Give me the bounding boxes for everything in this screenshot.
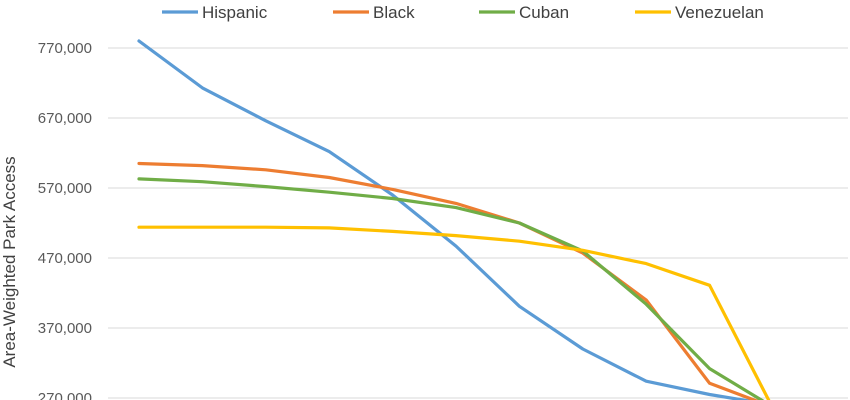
legend-label: Black bbox=[373, 3, 415, 22]
series-line-venezuelan bbox=[137, 225, 771, 400]
y-tick-label: 470,000 bbox=[38, 250, 92, 267]
y-tick-label: 670,000 bbox=[38, 110, 92, 127]
series-lines bbox=[137, 39, 771, 400]
legend-label: Venezuelan bbox=[675, 3, 764, 22]
legend-label: Cuban bbox=[519, 3, 569, 22]
y-tick-label: 270,000 bbox=[38, 390, 92, 400]
series-line-cuban bbox=[137, 177, 765, 400]
y-tick-label: 770,000 bbox=[38, 40, 92, 57]
y-axis-title: Area-Weighted Park Access bbox=[0, 156, 19, 367]
series-line-hispanic bbox=[137, 39, 753, 400]
legend-label: Hispanic bbox=[202, 3, 268, 22]
y-tick-label: 370,000 bbox=[38, 320, 92, 337]
legend: Hispanic Black Cuban Venezuelan bbox=[162, 3, 764, 22]
y-tick-label: 570,000 bbox=[38, 180, 92, 197]
series-line-black bbox=[137, 161, 759, 400]
y-tick-labels: 270,000 370,000 470,000 570,000 670,000 770,0… bbox=[38, 40, 92, 400]
gridlines bbox=[108, 47, 848, 399]
